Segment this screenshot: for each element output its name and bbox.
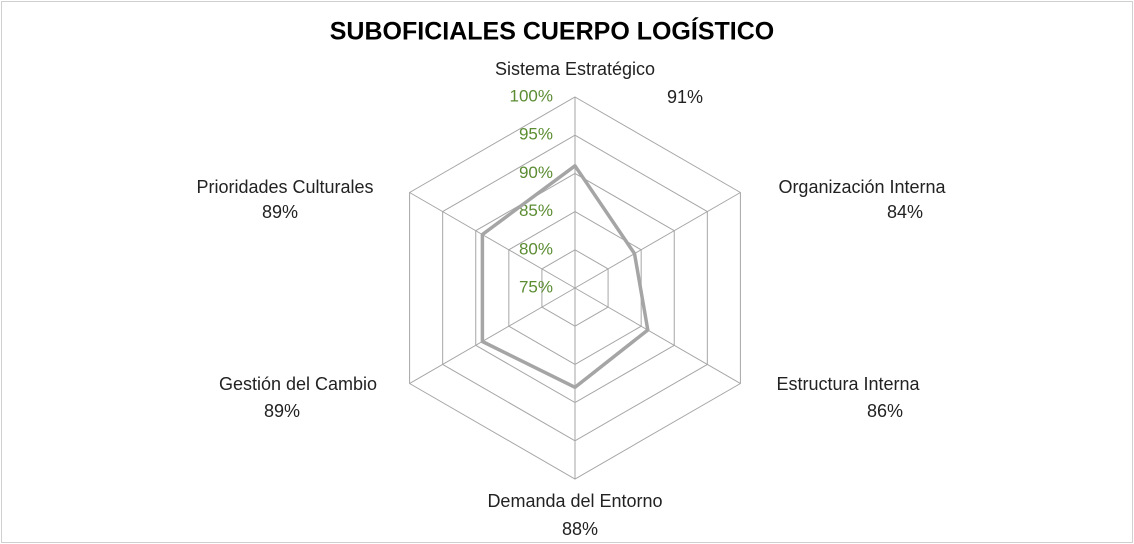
category-label: Demanda del Entorno: [487, 491, 662, 511]
spoke: [409, 192, 576, 289]
category-label: Organización Interna: [778, 177, 946, 197]
value-label: 86%: [867, 401, 903, 421]
category-label: Sistema Estratégico: [495, 59, 655, 79]
data-line: [480, 164, 650, 390]
category-label: Estructura Interna: [776, 374, 920, 394]
category-label: Gestión del Cambio: [219, 374, 377, 394]
category-label: Prioridades Culturales: [196, 177, 373, 197]
value-label: 89%: [264, 401, 300, 421]
chart-title: SUBOFICIALES CUERPO LOGÍSTICO: [330, 17, 774, 46]
value-label: 91%: [667, 87, 703, 107]
value-label: 88%: [562, 519, 598, 539]
y-tick-label: 95%: [519, 125, 553, 144]
value-label: 89%: [262, 202, 298, 222]
y-tick-label: 90%: [519, 163, 553, 182]
value-label: 84%: [887, 202, 923, 222]
y-tick-label: 75%: [519, 277, 553, 296]
y-tick-label: 100%: [510, 86, 553, 105]
spoke: [574, 287, 741, 384]
spoke: [409, 287, 576, 384]
y-tick-label: 85%: [519, 201, 553, 220]
spoke: [574, 192, 741, 289]
y-tick-label: 80%: [519, 239, 553, 258]
